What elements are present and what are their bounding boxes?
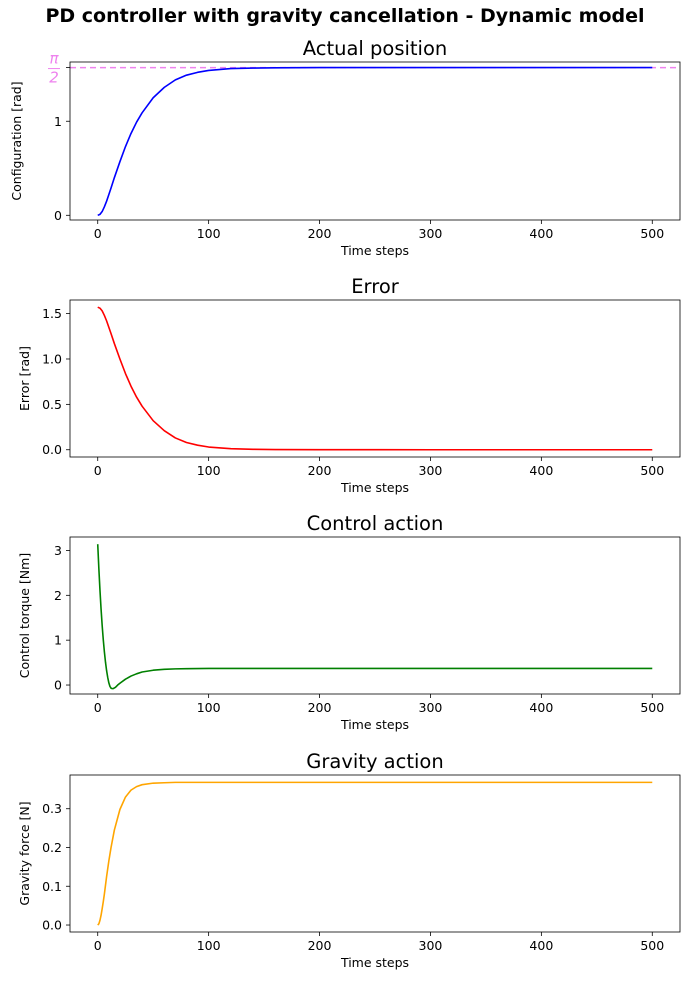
- subplot-title: Control action: [307, 512, 444, 535]
- y-axis-label: Control torque [Nm]: [17, 553, 32, 678]
- y-tick-label: 2: [54, 588, 62, 603]
- y-tick-label: 1: [54, 633, 62, 648]
- y-axis-label: Gravity force [N]: [17, 801, 32, 905]
- x-tick-label: 300: [419, 700, 443, 715]
- y-tick-label: 0.1: [42, 879, 62, 894]
- y-tick-label: 1.5: [42, 306, 62, 321]
- plot-frame: [69, 774, 681, 933]
- x-tick-label: 100: [197, 938, 221, 953]
- y-tick-label: 3: [54, 543, 62, 558]
- x-tick-label: 500: [640, 938, 664, 953]
- x-tick-label: 500: [640, 226, 664, 241]
- y-tick-label: 1.0: [42, 351, 62, 366]
- subplot-title: Actual position: [303, 37, 448, 60]
- y-tick-label-pi: π: [49, 50, 59, 68]
- x-tick-label: 100: [197, 463, 221, 478]
- x-axis-label: Time steps: [340, 955, 409, 970]
- x-tick-label: 200: [308, 700, 332, 715]
- subplot-3: 0 100 200 300 400 500 0 1 2 3 Control action Time s…: [17, 512, 681, 732]
- y-tick-label: 1: [54, 114, 62, 129]
- figure-suptitle: PD controller with gravity cancellation …: [45, 5, 645, 27]
- series-line-1: [97, 306, 653, 451]
- subplot-4: 0 100 200 300 400 500 0.0 0.1 0.2 0.3 Gravity acti…: [17, 750, 681, 970]
- x-tick-label: 100: [197, 226, 221, 241]
- x-tick-label: 300: [419, 226, 443, 241]
- x-tick-label: 0: [94, 700, 102, 715]
- y-tick-label: 0.3: [42, 801, 62, 816]
- x-tick-label: 500: [640, 700, 664, 715]
- x-tick-label: 400: [529, 463, 553, 478]
- x-axis-label: Time steps: [340, 717, 409, 732]
- x-tick-label: 500: [640, 463, 664, 478]
- y-tick-label: 0.5: [42, 397, 62, 412]
- x-tick-label: 200: [308, 463, 332, 478]
- subplot-title: Error: [351, 275, 400, 298]
- y-tick-label: 0: [54, 208, 62, 223]
- x-tick-label: 400: [529, 226, 553, 241]
- series-line-1: [96, 544, 653, 690]
- x-tick-label: 0: [94, 463, 102, 478]
- x-tick-label: 0: [94, 938, 102, 953]
- plot-frame: [69, 61, 681, 221]
- x-tick-label: 400: [529, 700, 553, 715]
- y-axis-label: Configuration [rad]: [9, 81, 24, 200]
- x-axis-label: Time steps: [340, 480, 409, 495]
- x-tick-label: 100: [197, 700, 221, 715]
- x-tick-label: 300: [419, 938, 443, 953]
- subplot-title: Gravity action: [306, 750, 443, 773]
- x-axis-label: Time steps: [340, 243, 409, 258]
- subplot-1: 0 100 200 300 400 500 0 1 π2 Actual position Time …: [9, 37, 681, 258]
- y-tick-label: 0.0: [42, 442, 62, 457]
- x-tick-label: 200: [308, 938, 332, 953]
- x-tick-label: 400: [529, 938, 553, 953]
- x-tick-label: 200: [308, 226, 332, 241]
- y-tick-label: 0.0: [42, 918, 62, 933]
- y-tick-label: 0.2: [42, 840, 62, 855]
- y-tick-label-two: 2: [49, 69, 59, 87]
- x-tick-label: 0: [94, 226, 102, 241]
- plot-frame: [69, 299, 681, 458]
- y-axis-label: Error [rad]: [17, 346, 32, 411]
- x-tick-label: 300: [419, 463, 443, 478]
- series-line-1: [97, 781, 653, 926]
- y-tick-label: 0: [54, 678, 62, 693]
- plot-frame: [69, 536, 681, 695]
- series-line-1: [97, 66, 653, 217]
- subplot-2: 0 100 200 300 400 500 0.0 0.5 1.0 1.5 Error Time st…: [17, 275, 681, 495]
